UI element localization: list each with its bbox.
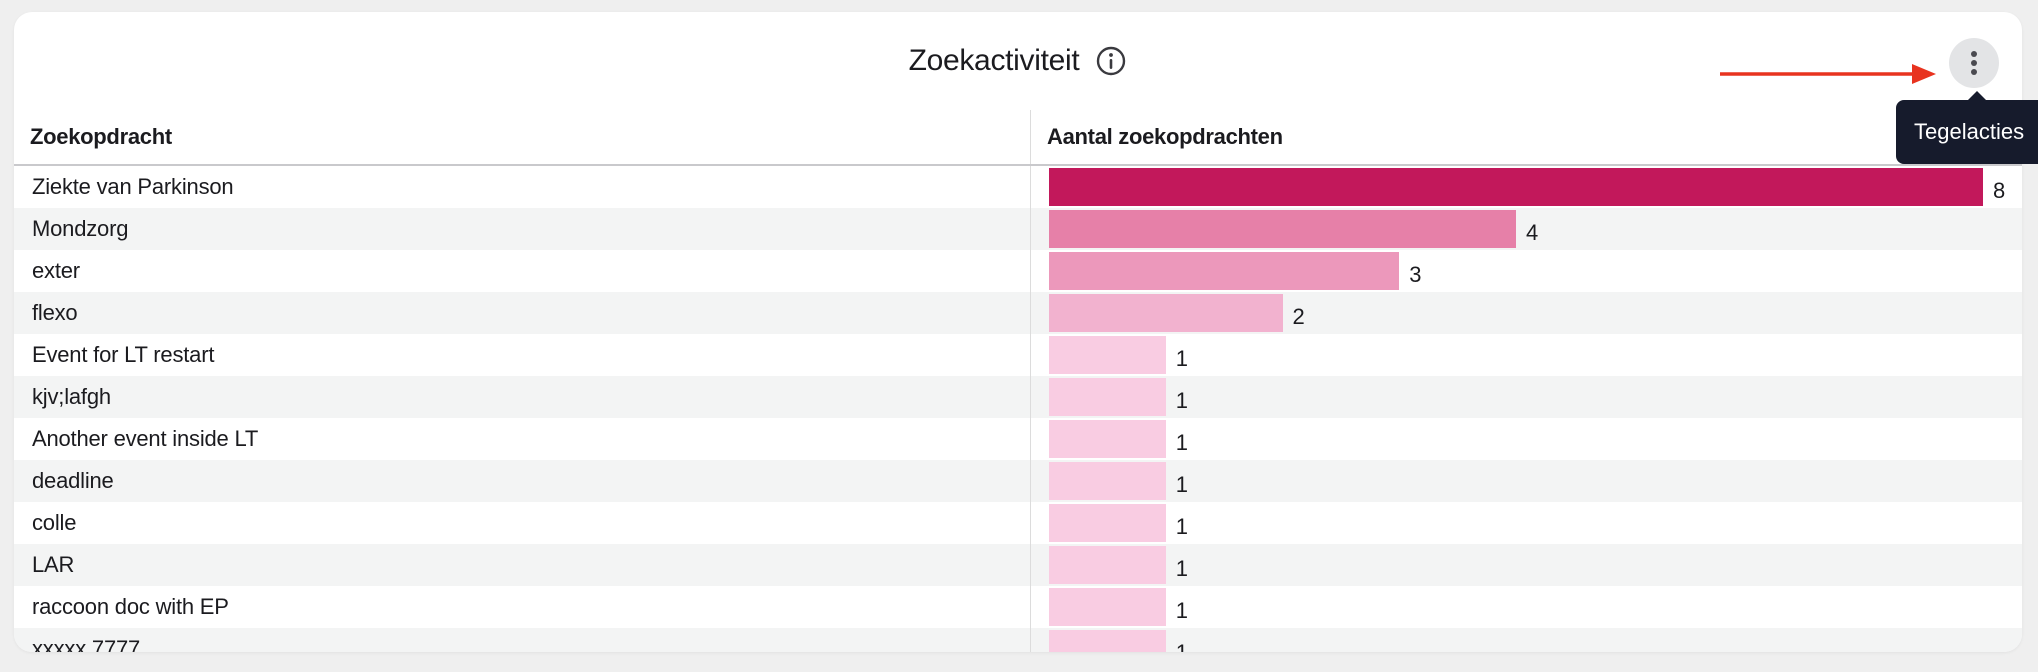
count-value: 1 [1175,388,1188,413]
count-value: 1 [1175,598,1188,623]
bar-wrapper: 1 [1031,502,2022,544]
search-term-cell: xxxxx 7777 [14,628,1031,652]
count-bar [1049,588,1166,626]
annotation-arrow [1720,64,1936,84]
table-row[interactable]: Ziekte van Parkinson 8 [14,165,2022,208]
count-value: 1 [1175,556,1188,581]
bar-wrapper: 1 [1031,586,2022,628]
count-value: 1 [1175,346,1188,371]
tile-actions-button[interactable] [1949,38,1999,88]
search-count-cell: 1 [1030,544,2022,586]
search-term-cell: Mondzorg [14,208,1031,250]
count-value: 2 [1292,304,1305,329]
count-bar [1049,210,1516,248]
search-count-cell: 1 [1030,628,2022,652]
column-header-search-term[interactable]: Zoekopdracht [14,110,1031,166]
search-count-cell: 1 [1030,502,2022,544]
table-row[interactable]: Another event inside LT 1 [14,418,2022,460]
search-term-cell: exter [32,258,80,283]
count-bar [1049,252,1400,290]
table-row[interactable]: deadline 1 [14,460,2022,502]
search-count-cell: 1 [1030,586,2022,628]
tile-actions-tooltip: Tegelacties [1896,91,2038,164]
search-term-cell: Ziekte van Parkinson [32,174,234,199]
search-term-cell: flexo [14,292,1031,334]
tile-title-group: Zoekactiviteit [909,44,1128,78]
bar-wrapper: 1 [1031,460,2022,502]
search-count-cell: 1 [1030,418,2022,460]
count-bar [1049,546,1166,584]
bar-wrapper: 3 [1031,250,2022,292]
search-term-cell: deadline [14,460,1031,502]
bar-wrapper: 1 [1031,376,2022,418]
search-term-cell: LAR [14,544,1031,586]
bar-wrapper: 1 [1031,628,2022,652]
search-activity-tile: Zoekactiviteit Zoekopdracht Aantal zoeko [14,12,2022,652]
count-bar [1049,378,1166,416]
count-value: 4 [1526,220,1539,245]
search-term-cell: Another event inside LT [32,426,259,451]
bar-wrapper: 4 [1031,208,2022,250]
table-row[interactable]: Mondzorg 4 [14,208,2022,250]
count-bar [1049,168,1983,206]
column-header-search-count[interactable]: Aantal zoekopdrachten [1030,110,2022,166]
search-term-cell: colle [32,510,77,535]
search-count-cell: 8 [1030,165,2022,208]
search-count-cell: 4 [1030,208,2022,250]
count-bar [1049,336,1166,374]
search-term-cell: raccoon doc with EP [32,594,229,619]
table-row[interactable]: exter 3 [14,250,2022,292]
more-vertical-icon [1971,51,1977,75]
search-count-cell: 3 [1030,250,2022,292]
bar-wrapper: 2 [1031,292,2022,334]
bar-wrapper: 8 [1031,166,2022,208]
count-value: 1 [1175,472,1188,497]
table-row[interactable]: flexo 2 [14,292,2022,334]
info-circle-icon[interactable] [1095,45,1127,77]
table-row[interactable]: kjv;lafgh 1 [14,376,2022,418]
count-bar [1049,462,1166,500]
count-value: 1 [1176,632,1188,652]
count-value: 1 [1175,430,1188,455]
bar-wrapper: 1 [1031,418,2022,460]
tile-title: Zoekactiviteit [908,44,1080,77]
bar-wrapper: 1 [1031,334,2022,376]
count-bar [1049,420,1166,458]
tile-header: Zoekactiviteit [14,12,2022,110]
table-row[interactable]: raccoon doc with EP 1 [14,586,2022,628]
search-term-cell: kjv;lafgh [14,376,1031,418]
search-terms-table: Zoekopdracht Aantal zoekopdrachten Ziekt… [14,110,2022,652]
table-row[interactable]: colle 1 [14,502,2022,544]
count-bar [1049,504,1166,542]
table-row[interactable]: xxxxx 7777 1 [14,628,2022,652]
search-count-cell: 1 [1030,334,2022,376]
search-count-cell: 1 [1030,460,2022,502]
bar-wrapper: 1 [1031,544,2022,586]
count-value: 3 [1409,262,1422,287]
count-value: 8 [1993,178,2006,203]
search-count-cell: 1 [1030,376,2022,418]
table-header-row: Zoekopdracht Aantal zoekopdrachten [14,110,2022,166]
count-value: 1 [1175,514,1188,539]
table-row[interactable]: LAR 1 [14,544,2022,586]
search-count-cell: 2 [1030,292,2022,334]
search-term-cell: Event for LT restart [32,342,215,367]
count-bar [1049,294,1283,332]
count-bar [1049,630,1166,652]
table-row[interactable]: Event for LT restart 1 [14,334,2022,376]
